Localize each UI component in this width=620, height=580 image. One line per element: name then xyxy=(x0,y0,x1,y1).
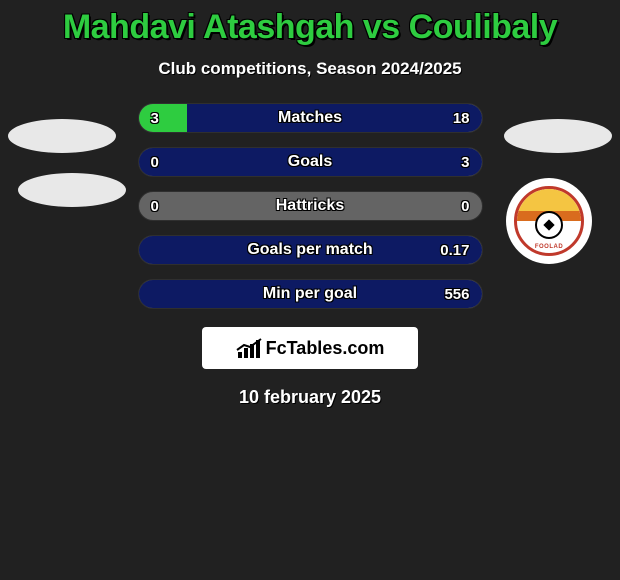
stat-row: Goals per match0.17 xyxy=(0,235,620,265)
date-text: 10 february 2025 xyxy=(0,387,620,408)
stat-bar: Goals per match0.17 xyxy=(138,235,483,265)
stat-row: 0Goals3 xyxy=(0,147,620,177)
stat-value-right: 18 xyxy=(453,110,470,127)
stat-label: Goals per match xyxy=(139,241,482,259)
stat-label: Matches xyxy=(139,109,482,127)
stat-bar: 3Matches18 xyxy=(138,103,483,133)
stat-value-right: 556 xyxy=(444,286,469,303)
stat-label: Min per goal xyxy=(139,285,482,303)
stat-label: Goals xyxy=(139,153,482,171)
brand-box: FcTables.com xyxy=(202,327,418,369)
stat-label: Hattricks xyxy=(139,197,482,215)
stat-value-right: 3 xyxy=(461,154,469,171)
subtitle: Club competitions, Season 2024/2025 xyxy=(0,59,620,79)
page-title: Mahdavi Atashgah vs Coulibaly xyxy=(0,0,620,47)
stat-row: 3Matches18 xyxy=(0,103,620,133)
stat-bar: Min per goal556 xyxy=(138,279,483,309)
stat-value-right: 0.17 xyxy=(440,242,469,259)
stat-row: 0Hattricks0 xyxy=(0,191,620,221)
stat-row: Min per goal556 xyxy=(0,279,620,309)
brand-text: FcTables.com xyxy=(266,338,385,359)
stat-value-right: 0 xyxy=(461,198,469,215)
stat-bar: 0Goals3 xyxy=(138,147,483,177)
bar-chart-icon xyxy=(236,338,262,358)
stat-bar: 0Hattricks0 xyxy=(138,191,483,221)
